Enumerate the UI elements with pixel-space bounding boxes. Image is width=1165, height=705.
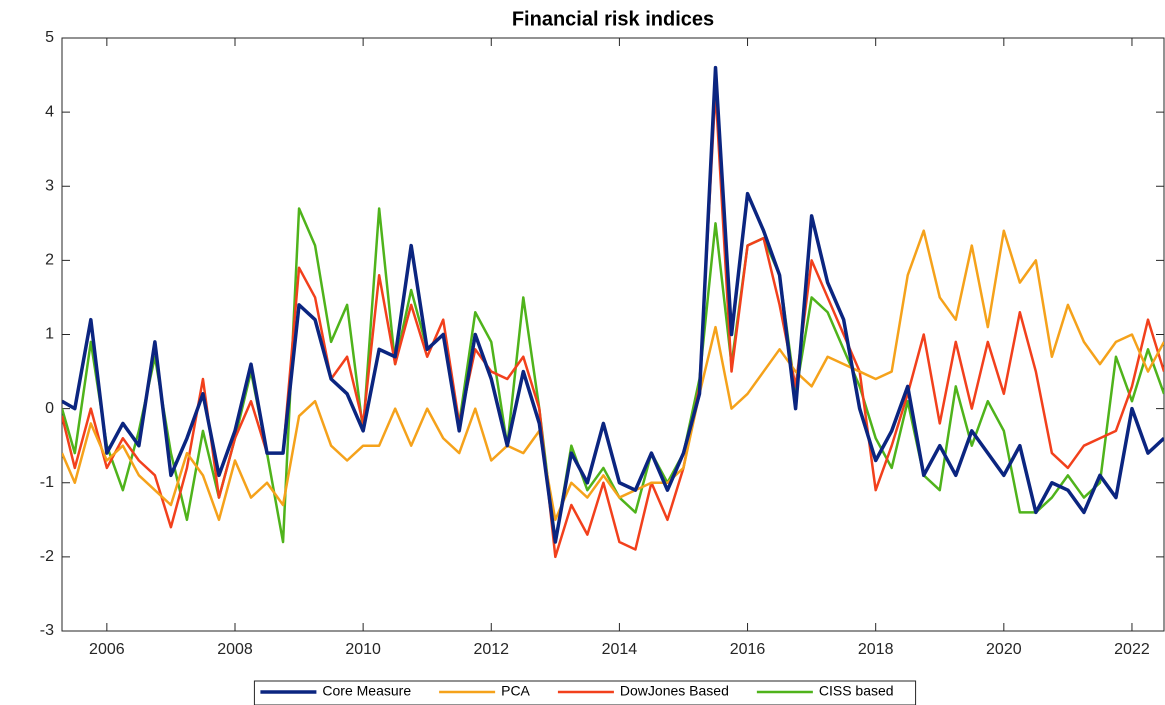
plot-area — [61, 37, 1165, 632]
x-tick-label: 2014 — [602, 641, 638, 658]
x-tick-label: 2018 — [858, 641, 894, 658]
legend: Core Measure PCA DowJones Based CISS based — [253, 680, 917, 705]
y-tick-label: 4 — [45, 103, 54, 120]
y-tick-label: 0 — [45, 400, 54, 417]
x-tick-label: 2012 — [473, 641, 509, 658]
legend-label: PCA — [501, 683, 530, 699]
x-tick-label: 2006 — [89, 641, 125, 658]
x-tick-label: 2016 — [730, 641, 766, 658]
series-line — [62, 229, 1164, 522]
chart-title: Financial risk indices — [512, 8, 714, 30]
y-tick-label: 3 — [45, 177, 54, 194]
x-tick-label: 2008 — [217, 641, 253, 658]
x-tick-label: 2010 — [345, 641, 381, 658]
legend-label: DowJones Based — [620, 683, 729, 699]
y-tick-label: -2 — [40, 548, 54, 565]
y-tick-label: 1 — [45, 326, 54, 343]
y-tick-label: 2 — [45, 252, 54, 269]
x-tick-label: 2020 — [986, 641, 1022, 658]
x-tick-label: 2022 — [1114, 641, 1150, 658]
legend-label: CISS based — [819, 683, 894, 699]
series-line — [62, 65, 1164, 544]
series-line — [62, 88, 1164, 559]
y-tick-label: 5 — [45, 29, 54, 46]
legend-label: Core Measure — [322, 683, 411, 699]
y-tick-label: -3 — [40, 622, 54, 639]
y-tick-label: -1 — [40, 474, 54, 491]
